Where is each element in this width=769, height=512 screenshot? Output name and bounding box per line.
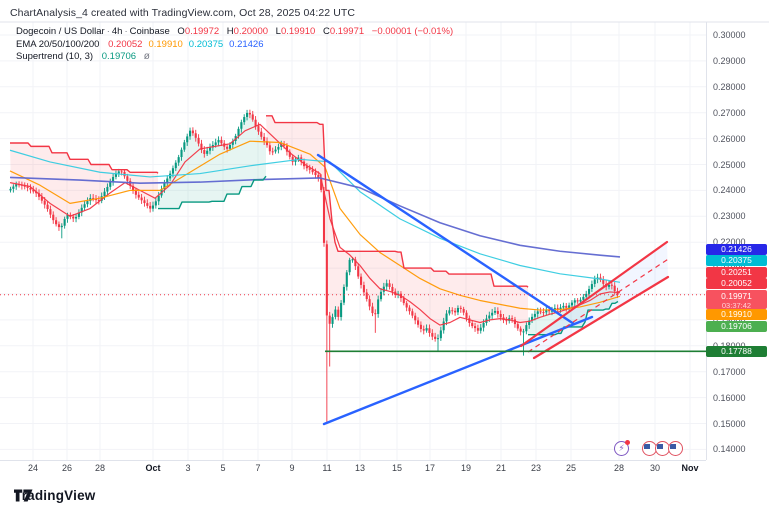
time-tick-label: 26 [61, 463, 73, 473]
chart-legend: Dogecoin / US Dollar · 4h · Coinbase O0.1997… [16, 26, 453, 64]
hide-indicator-icon[interactable]: ø [143, 51, 150, 62]
close-value: 0.19971 [329, 26, 365, 37]
close-letter: C [322, 26, 330, 37]
supertrend-label: Supertrend (10, 3) [16, 51, 94, 62]
price-tick-label: 0.30000 [713, 30, 746, 40]
time-tick-label: 25 [565, 463, 577, 473]
price-tick-label: 0.29000 [713, 55, 746, 66]
time-tick-label: 24 [27, 463, 39, 473]
price-tick-label: 0.23000 [713, 211, 746, 222]
price-tick-label: 0.16000 [713, 392, 746, 403]
price-badge: 0.20375 [706, 255, 767, 266]
price-badge: 0.19910 [706, 309, 767, 320]
change-value: −0.00001 (−0.01%) [371, 26, 454, 37]
time-tick-label: 7 [255, 463, 261, 473]
time-tick-label: 11 [322, 463, 332, 473]
ema-value: 0.20375 [188, 38, 224, 50]
ema-value: 0.19910 [148, 38, 183, 50]
price-badge: 0.20052 [706, 278, 767, 289]
ema-label: EMA 20/50/100/200 [16, 38, 100, 50]
tradingview-logo-text: TradingView [14, 488, 96, 503]
us-economic-event-icon[interactable] [668, 441, 683, 456]
price-tick-label: 0.27000 [713, 107, 746, 118]
price-badge: 0.17788 [706, 345, 767, 357]
chart-header-title: ChartAnalysis_4 created with TradingView… [10, 7, 356, 19]
time-tick-label: 28 [613, 463, 625, 473]
time-tick-label: 5 [220, 463, 226, 473]
price-badge: 0.20251 [706, 266, 767, 278]
time-tick-label: 23 [530, 463, 542, 473]
time-tick-label: 15 [391, 463, 403, 473]
legend-supertrend-row[interactable]: Supertrend (10, 3) 0.19706 ø [16, 51, 453, 63]
price-tick-label: 0.26000 [713, 133, 746, 144]
price-badge: 0.19706 [706, 320, 767, 332]
time-tick-label: 9 [289, 463, 295, 473]
high-letter: H [226, 26, 234, 37]
time-tick-label: 28 [94, 463, 106, 473]
low-value: 0.19910 [280, 26, 316, 37]
time-tick-label: 17 [424, 463, 436, 473]
flash-event-icon[interactable]: ⚡ [614, 440, 630, 456]
price-tick-label: 0.15000 [713, 418, 746, 429]
open-letter: O [177, 26, 185, 37]
symbol-name: Dogecoin / US Dollar [16, 26, 105, 37]
price-tick-label: 0.28000 [713, 81, 746, 92]
price-tick-label: 0.25000 [713, 159, 746, 170]
open-value: 0.19972 [184, 26, 220, 37]
interval-label: 4h [111, 26, 123, 37]
price-tick-label: 0.22000 [713, 237, 746, 248]
tradingview-logo-icon [14, 489, 33, 502]
price-badge: 0.21426 [706, 243, 767, 255]
time-tick-label: 19 [460, 463, 472, 473]
exchange-label: Coinbase [129, 26, 170, 37]
low-letter: L [275, 26, 281, 37]
price-tick-label: 0.17000 [713, 366, 746, 377]
price-tick-label: 0.14000 [713, 444, 746, 455]
ema-value: 0.20052 [108, 38, 143, 50]
time-tick-label: Nov [681, 463, 699, 473]
time-tick-label: 13 [354, 463, 366, 473]
supertrend-value: 0.19706 [101, 51, 137, 62]
high-value: 0.20000 [233, 26, 269, 37]
bar-countdown: 03:37:42 [721, 300, 752, 310]
current-price-badge: 0.19971 03:37:42 [706, 289, 767, 310]
ema-value: 0.21426 [229, 38, 264, 50]
time-tick-label: 21 [495, 463, 507, 473]
tradingview-logo[interactable]: TradingView [14, 488, 95, 503]
time-tick-label: 3 [185, 463, 191, 473]
price-tick-label: 0.24000 [713, 185, 746, 196]
time-tick-label: Oct [145, 463, 161, 473]
time-tick-label: 30 [649, 463, 661, 473]
legend-ema-row[interactable]: EMA 20/50/100/200 0.20052 0.19910 0.20375 0… [16, 39, 453, 51]
legend-symbol-row[interactable]: Dogecoin / US Dollar · 4h · Coinbase O0.1997… [16, 26, 454, 37]
